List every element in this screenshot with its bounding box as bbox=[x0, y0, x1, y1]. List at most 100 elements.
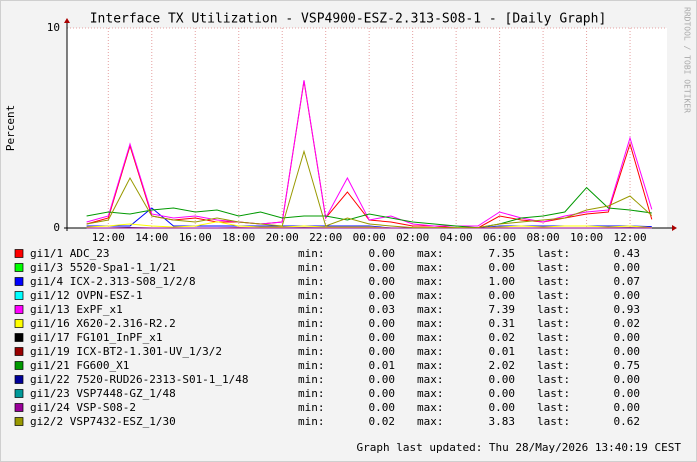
stat-label: max: bbox=[417, 331, 444, 344]
stat-label: max: bbox=[417, 317, 444, 330]
stat-label: min: bbox=[298, 359, 325, 372]
stat-label: last: bbox=[537, 317, 570, 330]
x-tick-label: 10:00 bbox=[570, 231, 603, 244]
stat-value: 0.00 bbox=[369, 401, 396, 414]
stat-value: 0.31 bbox=[489, 317, 516, 330]
y-tick-label: 0 bbox=[53, 221, 60, 234]
x-tick-label: 20:00 bbox=[266, 231, 299, 244]
x-tick-label: 04:00 bbox=[440, 231, 473, 244]
stat-label: min: bbox=[298, 275, 325, 288]
stat-value: 0.00 bbox=[369, 387, 396, 400]
stat-value: 0.02 bbox=[369, 415, 396, 428]
legend-swatch bbox=[14, 375, 24, 384]
x-tick-label: 14:00 bbox=[135, 231, 168, 244]
axis-arrow bbox=[672, 225, 677, 231]
stat-value: 0.00 bbox=[369, 345, 396, 358]
axis-arrow bbox=[64, 18, 70, 23]
stat-label: last: bbox=[537, 261, 570, 274]
stat-label: min: bbox=[298, 289, 325, 302]
stat-label: min: bbox=[298, 387, 325, 400]
legend-label: gi1/19 ICX-BT2-1.301-UV_1/3/2 bbox=[30, 345, 222, 358]
stat-value: 0.62 bbox=[614, 415, 641, 428]
stat-value: 0.43 bbox=[614, 247, 641, 260]
legend-swatch bbox=[14, 361, 24, 370]
legend-swatch bbox=[14, 249, 24, 258]
stat-value: 0.01 bbox=[369, 359, 396, 372]
series-line bbox=[86, 221, 652, 229]
stat-value: 7.39 bbox=[489, 303, 516, 316]
x-tick-label: 08:00 bbox=[527, 231, 560, 244]
stat-value: 0.00 bbox=[369, 289, 396, 302]
stat-value: 0.00 bbox=[614, 289, 641, 302]
stat-label: max: bbox=[417, 345, 444, 358]
legend-label: gi1/17 FG101_InPF_x1 bbox=[30, 331, 162, 344]
stat-label: max: bbox=[417, 359, 444, 372]
stat-value: 0.00 bbox=[369, 247, 396, 260]
x-tick-label: 12:00 bbox=[92, 231, 125, 244]
stat-label: last: bbox=[537, 373, 570, 386]
stat-value: 0.07 bbox=[614, 275, 641, 288]
stat-value: 0.00 bbox=[369, 261, 396, 274]
stat-value: 0.00 bbox=[614, 261, 641, 274]
stat-label: min: bbox=[298, 303, 325, 316]
legend-swatch bbox=[14, 347, 24, 356]
stat-value: 0.93 bbox=[614, 303, 641, 316]
legend-label: gi1/3 5520-Spa1-1_1/21 bbox=[30, 261, 176, 274]
stat-label: last: bbox=[537, 275, 570, 288]
legend-swatch bbox=[14, 403, 24, 412]
legend-swatch bbox=[14, 277, 24, 286]
stat-value: 0.02 bbox=[489, 331, 516, 344]
stat-label: max: bbox=[417, 401, 444, 414]
series-line bbox=[86, 80, 653, 227]
stat-label: min: bbox=[298, 373, 325, 386]
stat-label: last: bbox=[537, 387, 570, 400]
stat-value: 0.00 bbox=[614, 331, 641, 344]
stat-label: last: bbox=[537, 415, 570, 428]
x-tick-label: 22:00 bbox=[309, 231, 342, 244]
legend-swatch bbox=[14, 389, 24, 398]
stat-label: max: bbox=[417, 247, 444, 260]
stat-label: max: bbox=[417, 303, 444, 316]
stat-value: 0.00 bbox=[489, 261, 516, 274]
stat-value: 0.00 bbox=[369, 275, 396, 288]
legend-label: gi1/23 VSP7448-GZ_1/48 bbox=[30, 387, 176, 400]
legend-label: gi1/21 FG600_X1 bbox=[30, 359, 129, 372]
stat-value: 0.00 bbox=[614, 387, 641, 400]
legend-swatch bbox=[14, 305, 24, 314]
legend-swatch bbox=[14, 291, 24, 300]
x-tick-label: 12:00 bbox=[613, 231, 646, 244]
series-line bbox=[86, 186, 652, 229]
stat-value: 0.00 bbox=[489, 373, 516, 386]
stat-label: max: bbox=[417, 373, 444, 386]
stat-value: 1.00 bbox=[489, 275, 516, 288]
stat-label: max: bbox=[417, 289, 444, 302]
watermark: RRDTOOL / TOBI OETIKER bbox=[683, 7, 692, 113]
stat-value: 0.00 bbox=[369, 373, 396, 386]
stat-value: 0.00 bbox=[614, 373, 641, 386]
x-tick-label: 16:00 bbox=[179, 231, 212, 244]
stat-value: 0.01 bbox=[489, 345, 516, 358]
chart-title: Interface TX Utilization - VSP4900-ESZ-2… bbox=[90, 12, 607, 27]
stat-value: 7.35 bbox=[489, 247, 516, 260]
legend-swatch bbox=[14, 263, 24, 272]
stat-value: 0.00 bbox=[489, 401, 516, 414]
stat-label: min: bbox=[298, 345, 325, 358]
stat-label: last: bbox=[537, 345, 570, 358]
legend-label: gi2/2 VSP7432-ESZ_1/30 bbox=[30, 415, 176, 428]
stat-label: last: bbox=[537, 303, 570, 316]
stat-value: 0.00 bbox=[369, 331, 396, 344]
stat-value: 0.02 bbox=[614, 317, 641, 330]
stat-value: 0.00 bbox=[489, 289, 516, 302]
series-line bbox=[86, 149, 653, 229]
legend-swatch bbox=[14, 333, 24, 342]
stat-value: 2.02 bbox=[489, 359, 516, 372]
x-tick-label: 06:00 bbox=[483, 231, 516, 244]
stat-value: 0.75 bbox=[614, 359, 641, 372]
legend-label: gi1/13 ExPF_x1 bbox=[30, 303, 123, 316]
legend-swatch bbox=[14, 319, 24, 328]
stat-label: min: bbox=[298, 331, 325, 344]
legend-label: gi1/24 VSP-S08-2 bbox=[30, 401, 136, 414]
stat-value: 0.00 bbox=[369, 317, 396, 330]
stat-label: last: bbox=[537, 401, 570, 414]
